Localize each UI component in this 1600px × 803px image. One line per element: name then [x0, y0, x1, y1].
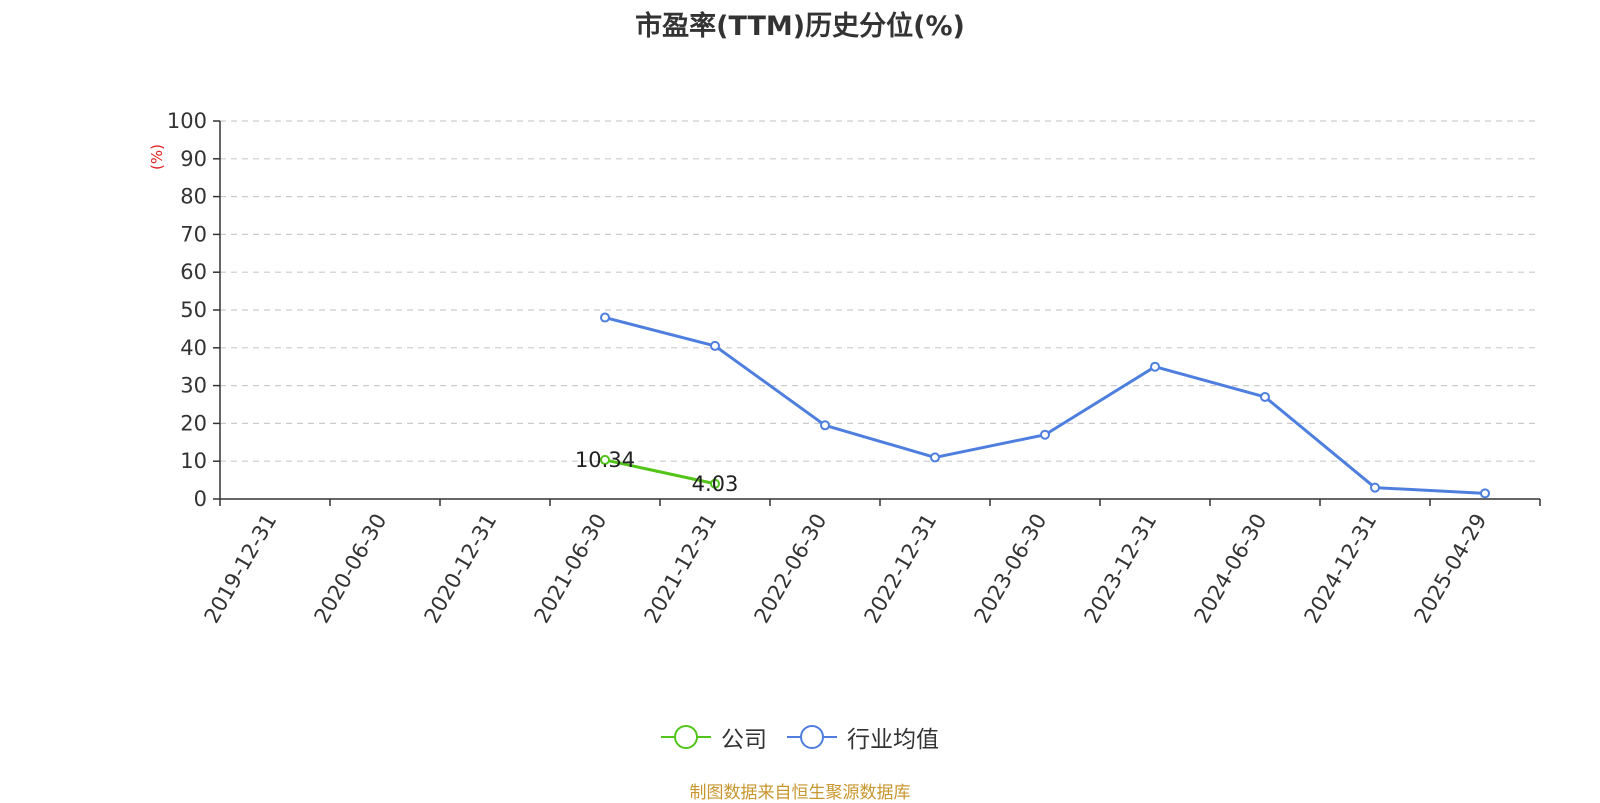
data-point	[1150, 361, 1160, 372]
series-line-0	[604, 458, 716, 486]
y-tick-label: 70	[180, 222, 207, 246]
data-point	[1370, 482, 1380, 493]
y-tick-label: 60	[180, 260, 207, 284]
data-point	[1260, 391, 1270, 402]
x-tick-label: 2022-12-31	[860, 510, 942, 628]
x-tick-label: 2024-12-31	[1300, 510, 1382, 628]
data-labels: 10.34 4.03	[575, 448, 738, 496]
legend-item-0[interactable]: 公司	[661, 720, 767, 754]
axes: 0 10 20 30 40 50 60 70 80 90 100(%) 2019-12-31 2020-…	[148, 109, 1541, 628]
data-point	[600, 312, 610, 323]
y-tick-label: 10	[180, 449, 207, 473]
data-label: 4.03	[692, 472, 739, 496]
y-tick-label: 90	[180, 147, 207, 171]
data-point	[820, 420, 830, 431]
x-tick-label: 2023-06-30	[970, 510, 1052, 628]
line-chart: 0 10 20 30 40 50 60 70 80 90 100(%) 2019-12-31 2020-…	[148, 109, 1541, 628]
source-note: 制图数据来自恒生聚源数据库	[689, 783, 911, 803]
legend-swatch	[661, 725, 711, 749]
x-tick-label: 2025-04-29	[1410, 510, 1492, 628]
x-tick-label: 2020-06-30	[310, 510, 392, 628]
x-tick-label: 2022-06-30	[750, 510, 832, 628]
y-tick-label: 20	[180, 411, 207, 435]
legend-item-1[interactable]: 行业均值	[787, 720, 939, 754]
y-tick-label: 40	[180, 336, 207, 360]
x-tick-label: 2023-12-31	[1080, 510, 1162, 628]
data-point	[1040, 429, 1050, 440]
series	[600, 312, 1490, 499]
x-tick-label: 2021-12-31	[640, 510, 722, 628]
x-tick-label: 2021-06-30	[530, 510, 612, 628]
y-tick-label: 30	[180, 374, 207, 398]
legend-label: 行业均值	[847, 727, 939, 753]
legend: 公司 行业均值	[0, 720, 1600, 754]
data-label: 10.34	[575, 448, 635, 472]
legend-swatch	[787, 725, 837, 749]
data-point	[710, 478, 720, 489]
data-point	[710, 340, 720, 351]
data-point	[930, 452, 940, 463]
series-line-1	[604, 316, 1486, 495]
y-tick-label: 0	[194, 487, 207, 511]
data-point	[600, 454, 610, 465]
x-tick-label: 2020-12-31	[420, 510, 502, 628]
data-point	[1480, 488, 1490, 499]
y-tick-label: 80	[180, 185, 207, 209]
chart-title: 市盈率(TTM)历史分位(%)	[635, 11, 965, 42]
x-tick-label: 2024-06-30	[1190, 510, 1272, 628]
x-tick-label: 2019-12-31	[200, 510, 282, 628]
y-tick-label: 50	[180, 298, 207, 322]
y-tick-label: 100	[167, 109, 207, 133]
legend-label: 公司	[721, 727, 767, 753]
grid-lines	[220, 120, 1540, 462]
y-axis-label: (%)	[148, 144, 166, 170]
